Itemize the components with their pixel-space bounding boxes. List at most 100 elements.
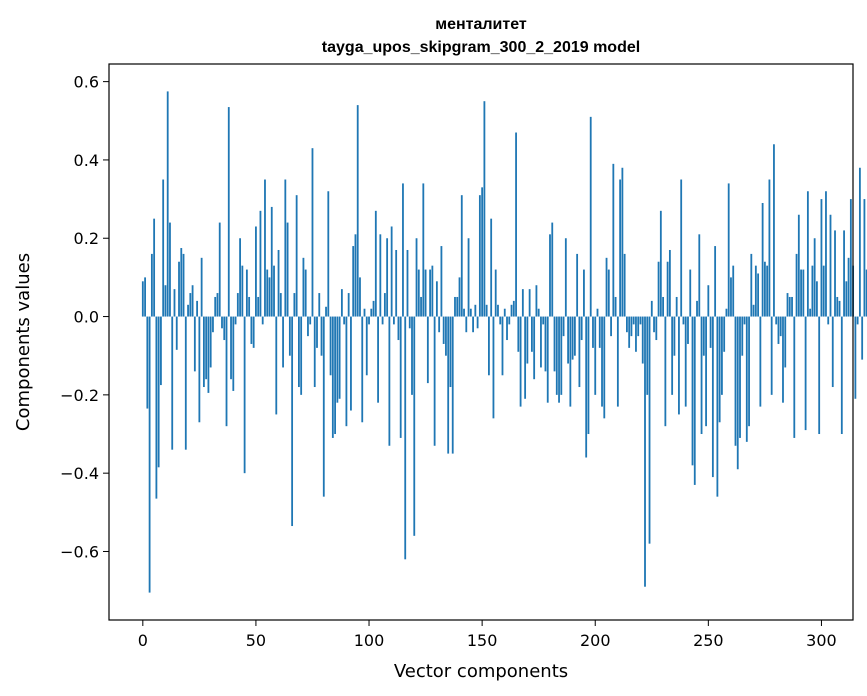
bar-49 [252, 316, 255, 348]
bar-318 [861, 316, 864, 360]
bar-158 [499, 316, 502, 325]
bar-23 [193, 316, 196, 372]
bar-205 [605, 257, 608, 317]
bar-279 [773, 144, 775, 317]
bar-234 [671, 316, 674, 395]
bar-304 [829, 214, 832, 317]
bar-30 [209, 316, 212, 368]
bar-302 [825, 191, 827, 317]
bar-181 [551, 222, 554, 317]
bar-275 [763, 261, 766, 317]
bar-254 [716, 316, 719, 497]
bar-190 [571, 316, 574, 360]
bar-307 [836, 296, 839, 317]
bar-78 [318, 293, 321, 317]
bar-96 [359, 277, 361, 317]
bar-317 [858, 167, 861, 317]
bar-117 [406, 249, 409, 317]
bar-248 [702, 316, 705, 356]
bar-22 [191, 285, 194, 317]
bar-258 [725, 308, 728, 317]
bar-8 [160, 316, 162, 386]
bar-87 [338, 316, 341, 399]
bar-5 [153, 218, 156, 317]
bar-162 [508, 316, 511, 325]
bar-12 [169, 222, 171, 317]
bar-210 [616, 316, 619, 407]
bar-300 [820, 199, 823, 317]
bar-212 [621, 167, 624, 317]
bar-94 [354, 234, 357, 317]
bar-45 [243, 316, 246, 474]
bar-230 [662, 296, 664, 317]
bar-65 [288, 316, 291, 356]
bar-211 [619, 179, 622, 317]
bar-14 [173, 289, 176, 317]
bar-256 [721, 316, 723, 395]
bar-133 [442, 316, 445, 344]
bar-39 [230, 316, 232, 380]
bar-231 [664, 316, 667, 427]
bar-249 [705, 316, 707, 427]
bar-199 [592, 316, 594, 348]
bar-204 [603, 316, 606, 419]
bar-235 [673, 316, 676, 356]
bar-123 [420, 296, 422, 317]
bar-28 [205, 316, 208, 380]
bar-295 [809, 308, 812, 317]
bar-185 [560, 316, 563, 395]
y-tick-label: 0.2 [74, 229, 99, 248]
bar-89 [343, 316, 346, 325]
bar-270 [752, 304, 755, 317]
bar-293 [804, 316, 807, 431]
bar-2 [146, 316, 149, 409]
bar-136 [449, 316, 452, 388]
bar-281 [777, 316, 780, 344]
bar-131 [438, 316, 441, 333]
bar-259 [727, 183, 730, 317]
bar-84 [331, 316, 334, 438]
bar-193 [578, 316, 581, 388]
bar-66 [291, 316, 294, 527]
y-tick-label: −0.2 [60, 386, 99, 405]
bar-198 [589, 116, 592, 317]
bar-315 [854, 316, 857, 399]
bar-10 [164, 285, 167, 317]
bar-161 [506, 316, 508, 341]
x-tick-label: 250 [693, 631, 724, 650]
bar-0 [141, 281, 144, 317]
bar-311 [845, 281, 848, 317]
bar-264 [739, 316, 741, 438]
bar-27 [202, 316, 205, 388]
bar-122 [417, 269, 420, 317]
bar-166 [517, 316, 520, 352]
bar-260 [730, 277, 732, 317]
bar-265 [741, 316, 744, 356]
bar-156 [494, 269, 497, 317]
bar-201 [596, 308, 599, 317]
bar-44 [241, 265, 244, 317]
bar-138 [454, 296, 456, 317]
bar-61 [279, 293, 282, 317]
bar-153 [488, 316, 490, 376]
bar-24 [196, 300, 199, 317]
bar-312 [847, 257, 850, 317]
y-tick-label: 0.0 [74, 308, 99, 327]
bar-163 [510, 304, 513, 317]
bar-142 [463, 308, 465, 317]
bar-145 [469, 308, 472, 317]
bar-121 [415, 238, 418, 317]
bar-194 [580, 316, 583, 341]
bar-284 [784, 316, 787, 368]
bar-101 [370, 308, 373, 317]
bar-313 [849, 199, 852, 317]
bar-143 [465, 316, 468, 333]
bar-34 [218, 222, 221, 317]
bar-251 [709, 316, 712, 348]
bar-111 [393, 316, 395, 325]
bar-103 [374, 210, 377, 317]
bar-70 [300, 316, 303, 395]
bar-15 [175, 316, 178, 350]
y-tick-label: 0.4 [74, 151, 99, 170]
bar-154 [490, 218, 493, 317]
